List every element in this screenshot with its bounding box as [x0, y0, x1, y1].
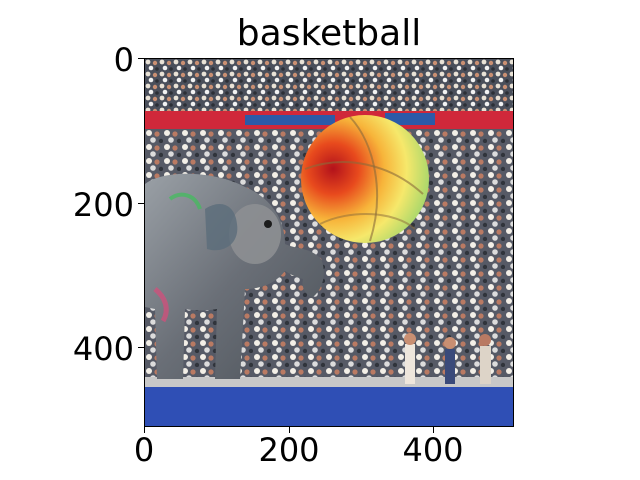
x-tick-mark-400 [433, 427, 434, 433]
banner-sign [385, 113, 435, 125]
elephant [145, 173, 324, 379]
y-tick-mark-0 [138, 58, 144, 59]
upper-crowd [145, 59, 513, 111]
y-tick-mark-400 [138, 347, 144, 348]
x-tick-mark-0 [144, 427, 145, 433]
x-tick-label-0: 0 [133, 431, 155, 469]
foreground-people [404, 333, 491, 384]
court-edge [145, 377, 513, 387]
x-tick-mark-200 [289, 427, 290, 433]
y-tick-label-200: 200 [72, 186, 134, 224]
x-tick-label-200: 200 [258, 431, 320, 469]
image-panel [144, 58, 514, 427]
x-tick-label-400: 400 [402, 431, 464, 469]
y-tick-label-400: 400 [72, 330, 134, 368]
court-floor [145, 384, 513, 426]
y-tick-label-0: 0 [113, 41, 134, 79]
heatmap-ball [301, 115, 429, 243]
banner-sign [245, 115, 335, 125]
plot-title: basketball [236, 13, 422, 54]
scene-image [145, 59, 513, 426]
y-tick-mark-200 [138, 203, 144, 204]
